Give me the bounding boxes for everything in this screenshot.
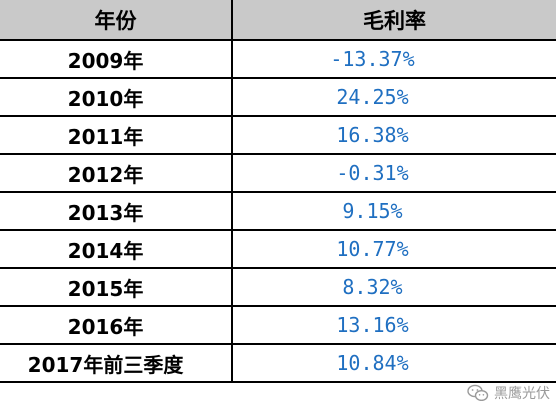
gross-margin-table: 年份 毛利率 2009年 -13.37% 2010年 24.25% 2011年 …: [0, 0, 556, 383]
table-row: 2012年 -0.31%: [0, 153, 556, 193]
table-row: 2014年 10.77%: [0, 229, 556, 269]
watermark-text: 黑鹰光伏: [494, 386, 550, 402]
gross-margin-cell: 8.32%: [231, 267, 556, 307]
watermark: 黑鹰光伏: [467, 383, 550, 403]
table-row: 2010年 24.25%: [0, 77, 556, 117]
header-year: 年份: [0, 0, 233, 41]
header-gross-margin: 毛利率: [231, 0, 556, 41]
year-cell: 2017年前三季度: [0, 343, 233, 383]
gross-margin-cell: 10.84%: [231, 343, 556, 383]
gross-margin-cell: 24.25%: [231, 77, 556, 117]
table-row: 2015年 8.32%: [0, 267, 556, 307]
table-row: 2017年前三季度 10.84%: [0, 343, 556, 383]
gross-margin-cell: 16.38%: [231, 115, 556, 155]
table-row: 2009年 -13.37%: [0, 39, 556, 79]
year-cell: 2016年: [0, 305, 233, 345]
year-cell: 2014年: [0, 229, 233, 269]
wechat-icon: [467, 384, 489, 402]
gross-margin-cell: 13.16%: [231, 305, 556, 345]
year-cell: 2015年: [0, 267, 233, 307]
year-cell: 2013年: [0, 191, 233, 231]
year-cell: 2010年: [0, 77, 233, 117]
table-row: 2016年 13.16%: [0, 305, 556, 345]
table-header-row: 年份 毛利率: [0, 0, 556, 41]
table-row: 2013年 9.15%: [0, 191, 556, 231]
gross-margin-cell: -13.37%: [231, 39, 556, 79]
year-cell: 2012年: [0, 153, 233, 193]
gross-margin-cell: 9.15%: [231, 191, 556, 231]
table-row: 2011年 16.38%: [0, 115, 556, 155]
gross-margin-cell: -0.31%: [231, 153, 556, 193]
year-cell: 2009年: [0, 39, 233, 79]
gross-margin-cell: 10.77%: [231, 229, 556, 269]
year-cell: 2011年: [0, 115, 233, 155]
